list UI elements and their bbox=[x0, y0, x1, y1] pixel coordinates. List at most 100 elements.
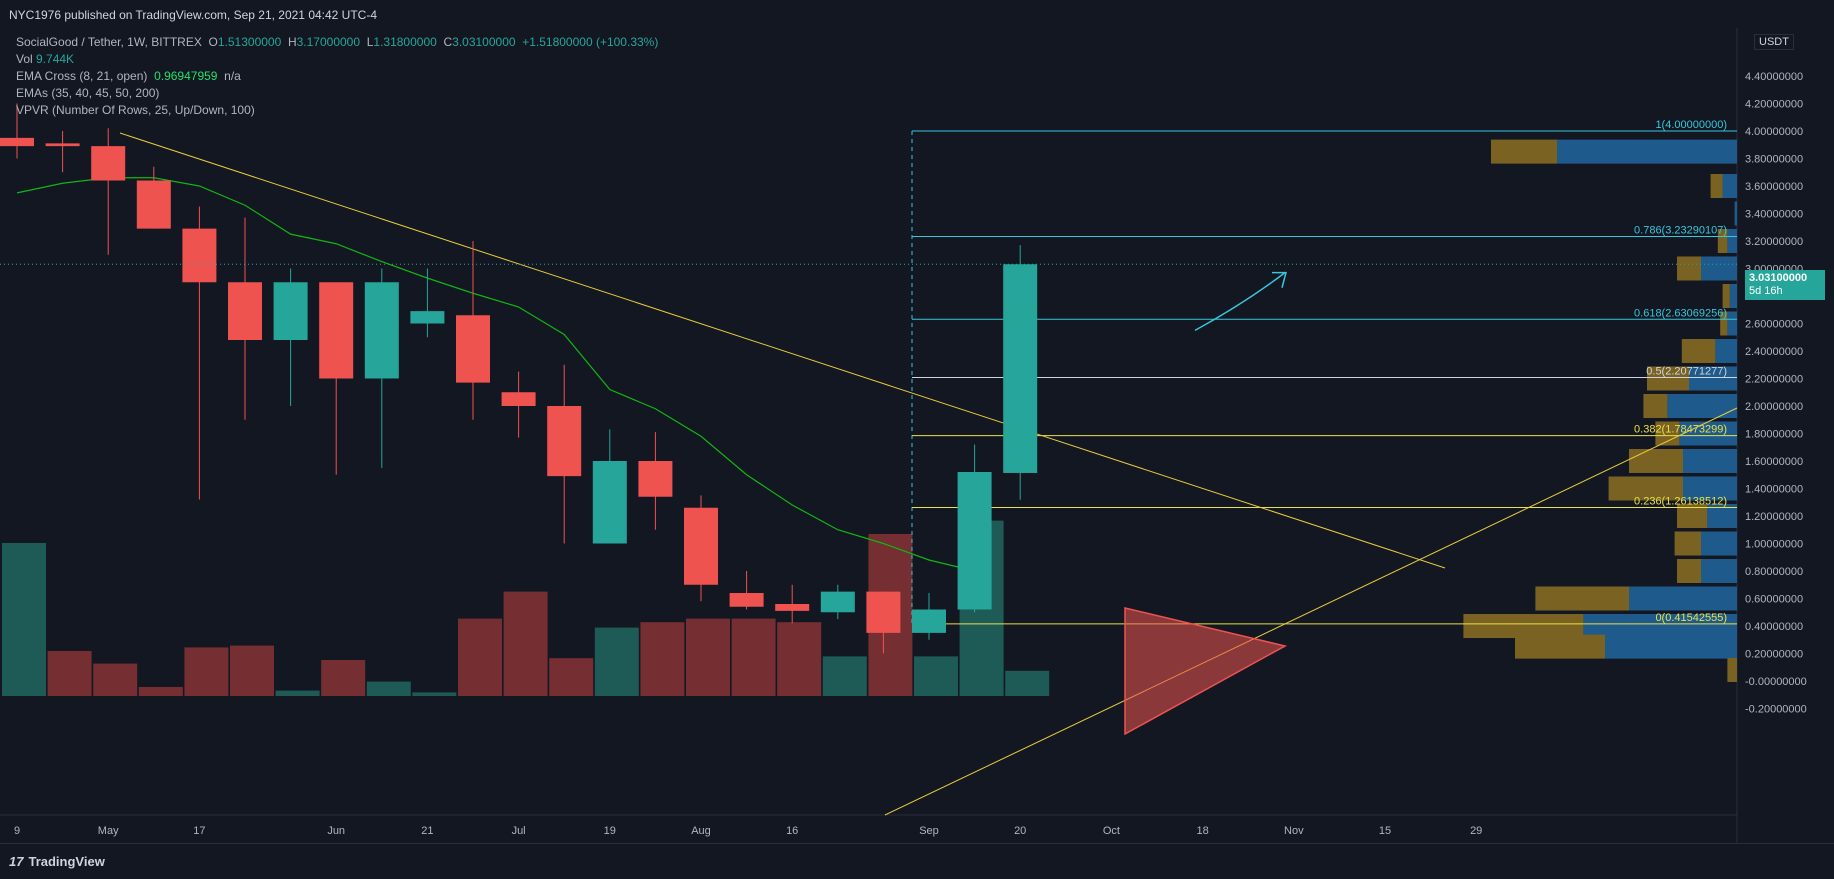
symbol-name[interactable]: SocialGood / Tether, 1W, BITTREX bbox=[16, 35, 202, 49]
fib-level-label: 0.786(3.23290107) bbox=[1634, 224, 1727, 236]
low-label: L bbox=[366, 35, 374, 49]
volume-bar bbox=[914, 656, 958, 696]
current-price-value: 3.03100000 bbox=[1749, 272, 1808, 284]
tradingview-logo-icon: 17 bbox=[9, 854, 24, 869]
vp-row-down bbox=[1515, 634, 1605, 659]
candle-body bbox=[866, 591, 901, 633]
volume-bar bbox=[594, 627, 639, 696]
footer-bar: 17 TradingView bbox=[0, 843, 1834, 879]
volume-bar bbox=[458, 618, 502, 696]
volume-bar bbox=[275, 690, 320, 696]
time-axis-tick: Nov bbox=[1284, 825, 1304, 837]
candle-body bbox=[957, 472, 992, 610]
published-text: NYC1976 published on TradingView.com, Se… bbox=[9, 8, 378, 22]
open-value: 1.51300000 bbox=[217, 35, 282, 49]
triangle-pattern bbox=[1124, 607, 1288, 736]
fib-level-label: 0.618(2.63069256) bbox=[1634, 307, 1727, 319]
candle-body bbox=[820, 591, 855, 613]
volume-bar bbox=[1005, 670, 1050, 696]
candle-body bbox=[273, 282, 308, 340]
price-axis-tick: 0.60000000 bbox=[1745, 594, 1803, 606]
legend-emas-row[interactable]: EMAs (35, 40, 45, 50, 200) bbox=[16, 85, 658, 102]
brand-name: TradingView bbox=[28, 854, 105, 869]
vp-row-up bbox=[1683, 476, 1737, 501]
price-axis-tick: 1.60000000 bbox=[1745, 456, 1803, 468]
time-axis-tick: 16 bbox=[786, 825, 798, 837]
candle-body bbox=[319, 282, 354, 379]
candle-body bbox=[547, 406, 582, 477]
chart-area[interactable]: 1(4.00000000) 0.786(3.23290107) 0.618(2.63… bbox=[0, 28, 1834, 843]
time-axis-tick: 15 bbox=[1379, 825, 1391, 837]
candle-body bbox=[182, 228, 217, 283]
price-axis-tick: 1.40000000 bbox=[1745, 484, 1803, 496]
time-axis-tick: 9 bbox=[14, 825, 20, 837]
time-axis-tick: 20 bbox=[1014, 825, 1026, 837]
legend-vpvr-row[interactable]: VPVR (Number Of Rows, 25, Up/Down, 100) bbox=[16, 102, 658, 119]
price-axis-tick: 3.80000000 bbox=[1745, 154, 1803, 166]
tradingview-logo[interactable]: 17 TradingView bbox=[9, 854, 105, 869]
vp-row-up bbox=[1679, 421, 1737, 446]
price-axis-tick: 4.00000000 bbox=[1745, 126, 1803, 138]
close-label: C bbox=[443, 35, 453, 49]
price-axis-tick: 0.20000000 bbox=[1745, 649, 1803, 661]
volume-bar bbox=[47, 651, 92, 696]
current-price-label: 3.03100000 5d 16h bbox=[1745, 270, 1825, 300]
volume-bar bbox=[93, 663, 138, 696]
price-axis-tick: -0.00000000 bbox=[1745, 676, 1807, 688]
vpvr-label: VPVR (Number Of Rows, 25, Up/Down, 100) bbox=[16, 103, 255, 117]
ema-cross-value: 0.96947959 bbox=[154, 69, 218, 83]
candle-body bbox=[684, 507, 718, 585]
currency-unit-button[interactable]: USDT bbox=[1754, 34, 1794, 50]
vp-row-down bbox=[1647, 366, 1689, 391]
candle-body bbox=[456, 315, 490, 383]
candle-body bbox=[638, 461, 673, 497]
vp-row-down bbox=[1608, 476, 1683, 501]
price-axis-tick: 1.00000000 bbox=[1745, 539, 1803, 551]
price-axis-tick: 3.60000000 bbox=[1745, 181, 1803, 193]
vp-row-down bbox=[1677, 256, 1701, 281]
vp-row-down bbox=[1677, 559, 1701, 583]
fib-level-label: 1(4.00000000) bbox=[1655, 119, 1727, 131]
volume-bar bbox=[503, 591, 548, 696]
time-axis-tick: 19 bbox=[604, 825, 616, 837]
vp-row-down bbox=[1674, 531, 1701, 556]
volume-bar bbox=[184, 647, 229, 696]
change-value: +1.51800000 (+100.33%) bbox=[522, 35, 659, 49]
legend-vol-row[interactable]: Vol 9.744K bbox=[16, 51, 658, 68]
fib-level-label: 0(0.41542555) bbox=[1655, 612, 1727, 624]
volume-bar bbox=[549, 658, 594, 696]
projection-arrow bbox=[1194, 272, 1286, 332]
vp-row-down bbox=[1535, 586, 1629, 611]
candle-body bbox=[410, 311, 445, 324]
price-chart[interactable]: 1(4.00000000) 0.786(3.23290107) 0.618(2.63… bbox=[0, 28, 1834, 843]
vp-row-up bbox=[1557, 139, 1737, 164]
fib-level-label: 0.5(2.20771277) bbox=[1646, 365, 1727, 377]
chart-legend: SocialGood / Tether, 1W, BITTREX O1.5130… bbox=[16, 34, 658, 119]
vp-row-up bbox=[1701, 531, 1737, 556]
candle-body bbox=[501, 392, 536, 406]
time-axis-tick: 18 bbox=[1196, 825, 1208, 837]
descending-trendline bbox=[119, 132, 1446, 569]
legend-ema-cross-row[interactable]: EMA Cross (8, 21, open) 0.96947959 n/a bbox=[16, 68, 658, 85]
vp-row-up bbox=[1583, 614, 1737, 638]
volume-bar bbox=[138, 687, 183, 696]
ema-cross-label: EMA Cross (8, 21, open) bbox=[16, 69, 148, 83]
fib-level-label: 0.382(1.78473299) bbox=[1634, 424, 1727, 436]
time-axis-tick: Sep bbox=[919, 825, 939, 837]
vp-row-down bbox=[1681, 339, 1716, 363]
volume-bar bbox=[777, 622, 822, 696]
emas-label: EMAs (35, 40, 45, 50, 200) bbox=[16, 86, 160, 100]
vp-row-down bbox=[1717, 229, 1728, 253]
time-axis-tick: 29 bbox=[1470, 825, 1482, 837]
volume-bar bbox=[321, 660, 366, 696]
price-axis-tick: 2.40000000 bbox=[1745, 346, 1803, 358]
time-axis-tick: May bbox=[98, 825, 119, 837]
price-axis-tick: 4.20000000 bbox=[1745, 99, 1803, 111]
price-axis-tick: 1.80000000 bbox=[1745, 429, 1803, 441]
vp-row-up bbox=[1701, 559, 1737, 583]
price-axis-tick: 0.40000000 bbox=[1745, 621, 1803, 633]
time-axis-tick: Jul bbox=[512, 825, 526, 837]
vp-row-up bbox=[1722, 174, 1737, 198]
time-axis-tick: Jun bbox=[327, 825, 345, 837]
ascending-trendline bbox=[884, 407, 1738, 816]
